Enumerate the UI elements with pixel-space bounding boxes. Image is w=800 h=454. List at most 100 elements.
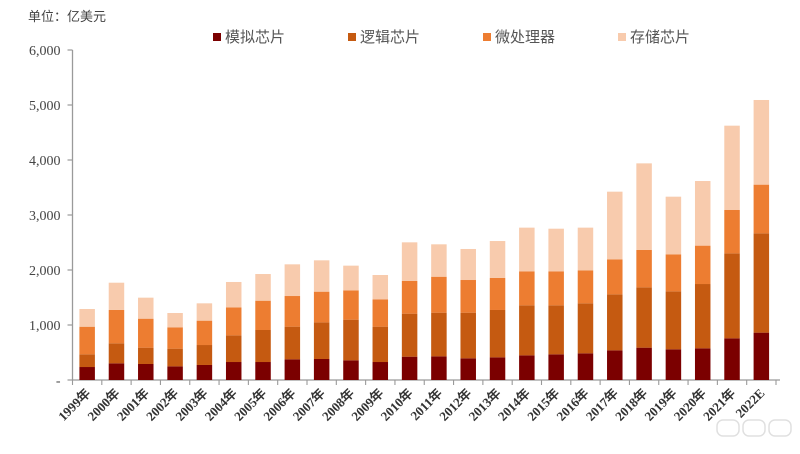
bar-segment xyxy=(343,319,359,361)
legend-item: 微处理器 xyxy=(483,26,555,47)
legend-swatch-icon xyxy=(483,32,491,41)
x-tick-label: 2016年 xyxy=(553,386,591,424)
bar-segment xyxy=(607,259,623,295)
bar-segment xyxy=(167,327,183,349)
bar-segment xyxy=(255,274,271,301)
bar-segment xyxy=(108,343,125,364)
x-tick-label: 1999年 xyxy=(55,386,93,424)
unit-label: 单位：亿美元 xyxy=(28,10,107,25)
bar-stack xyxy=(167,313,183,380)
legend-label: 模拟芯片 xyxy=(225,28,286,46)
bar-segment xyxy=(665,196,682,255)
bar-segment xyxy=(401,242,418,281)
legend-swatch-icon xyxy=(348,32,356,41)
bar-segment xyxy=(401,281,418,314)
bar-segment xyxy=(431,356,447,380)
bar-stack xyxy=(724,125,740,380)
bar-segment xyxy=(108,282,125,310)
bar-stack xyxy=(372,275,389,380)
bar-segment xyxy=(431,244,447,277)
x-tick-label: 2002年 xyxy=(143,386,181,424)
bar-segment xyxy=(460,280,476,313)
bar-segment xyxy=(548,305,564,355)
bar-segment xyxy=(167,348,183,367)
x-tick-label: 2018年 xyxy=(612,386,650,424)
bar-segment xyxy=(167,366,183,380)
x-tick-label: 2015年 xyxy=(524,386,562,424)
bar-segment xyxy=(724,125,740,210)
x-tick-label: 2008年 xyxy=(319,386,357,424)
bar-segment xyxy=(372,326,389,363)
bar-segment xyxy=(694,284,711,349)
bar-stack xyxy=(753,99,770,380)
bar-stack xyxy=(313,260,330,380)
y-tick-label: 1,000 xyxy=(29,319,61,334)
bar-segment xyxy=(255,300,271,331)
bar-segment xyxy=(636,287,652,348)
x-tick-label: 2013年 xyxy=(465,386,503,424)
bar-segment xyxy=(724,253,740,339)
bar-segment xyxy=(225,281,242,308)
bar-stack xyxy=(519,227,535,380)
bar-segment xyxy=(313,291,330,323)
bar-segment xyxy=(460,248,476,281)
bar-segment xyxy=(431,276,447,313)
bar-segment xyxy=(284,326,301,360)
bar-segment xyxy=(284,359,301,380)
bar-segment xyxy=(79,308,95,327)
bar-segment xyxy=(79,367,95,380)
legend-label: 存储芯片 xyxy=(630,28,691,46)
bar-segment xyxy=(460,312,476,359)
y-tick-label: 3,000 xyxy=(29,209,61,224)
bar-segment xyxy=(665,291,682,350)
bar-segment xyxy=(460,358,476,380)
bar-segment xyxy=(79,354,95,368)
bar-segment xyxy=(694,181,711,246)
bar-segment xyxy=(401,356,418,380)
bar-segment xyxy=(636,347,652,380)
bar-segment xyxy=(489,241,506,278)
bar-segment xyxy=(372,275,389,300)
bar-segment xyxy=(255,362,271,380)
bar-segment xyxy=(548,354,564,380)
bar-segment xyxy=(372,362,389,380)
x-tick-label: 2006年 xyxy=(260,386,298,424)
legend-label: 微处理器 xyxy=(495,28,556,46)
bar-stack xyxy=(284,264,301,380)
bar-stack xyxy=(636,163,652,380)
bar-segment xyxy=(343,290,359,320)
bar-segment xyxy=(519,355,535,380)
bar-stack xyxy=(431,244,447,380)
bar-segment xyxy=(753,233,770,333)
bar-stack xyxy=(401,242,418,380)
bar-stack xyxy=(343,265,359,380)
bar-segment xyxy=(196,345,213,365)
legend-item: 模拟芯片 xyxy=(213,26,285,47)
bar-segment xyxy=(108,363,125,380)
legend-swatch-icon xyxy=(618,32,626,41)
x-tick-label: 2000年 xyxy=(84,386,122,424)
bar-segment xyxy=(489,277,506,310)
bar-segment xyxy=(196,320,213,346)
x-tick-label: 2001年 xyxy=(114,386,152,424)
legend-label: 逻辑芯片 xyxy=(360,28,421,46)
x-tick-label: 2022E xyxy=(732,386,767,421)
x-tick-label: 2020年 xyxy=(671,386,709,424)
bar-segment xyxy=(694,348,711,380)
bar-segment xyxy=(108,309,125,344)
bar-segment xyxy=(607,191,623,260)
bar-segment xyxy=(138,347,154,364)
bar-segment xyxy=(343,360,359,380)
bar-segment xyxy=(519,305,535,356)
bar-segment xyxy=(724,209,740,254)
bar-segment xyxy=(401,313,418,357)
bar-segment xyxy=(196,364,213,380)
bar-segment xyxy=(489,309,506,358)
x-tick-label: 2005年 xyxy=(231,386,269,424)
bar-segment xyxy=(225,307,242,336)
bar-segment xyxy=(753,99,770,185)
bar-stack xyxy=(460,248,476,380)
bar-segment xyxy=(313,322,330,359)
bar-stack xyxy=(577,227,594,380)
bar-segment xyxy=(372,299,389,327)
